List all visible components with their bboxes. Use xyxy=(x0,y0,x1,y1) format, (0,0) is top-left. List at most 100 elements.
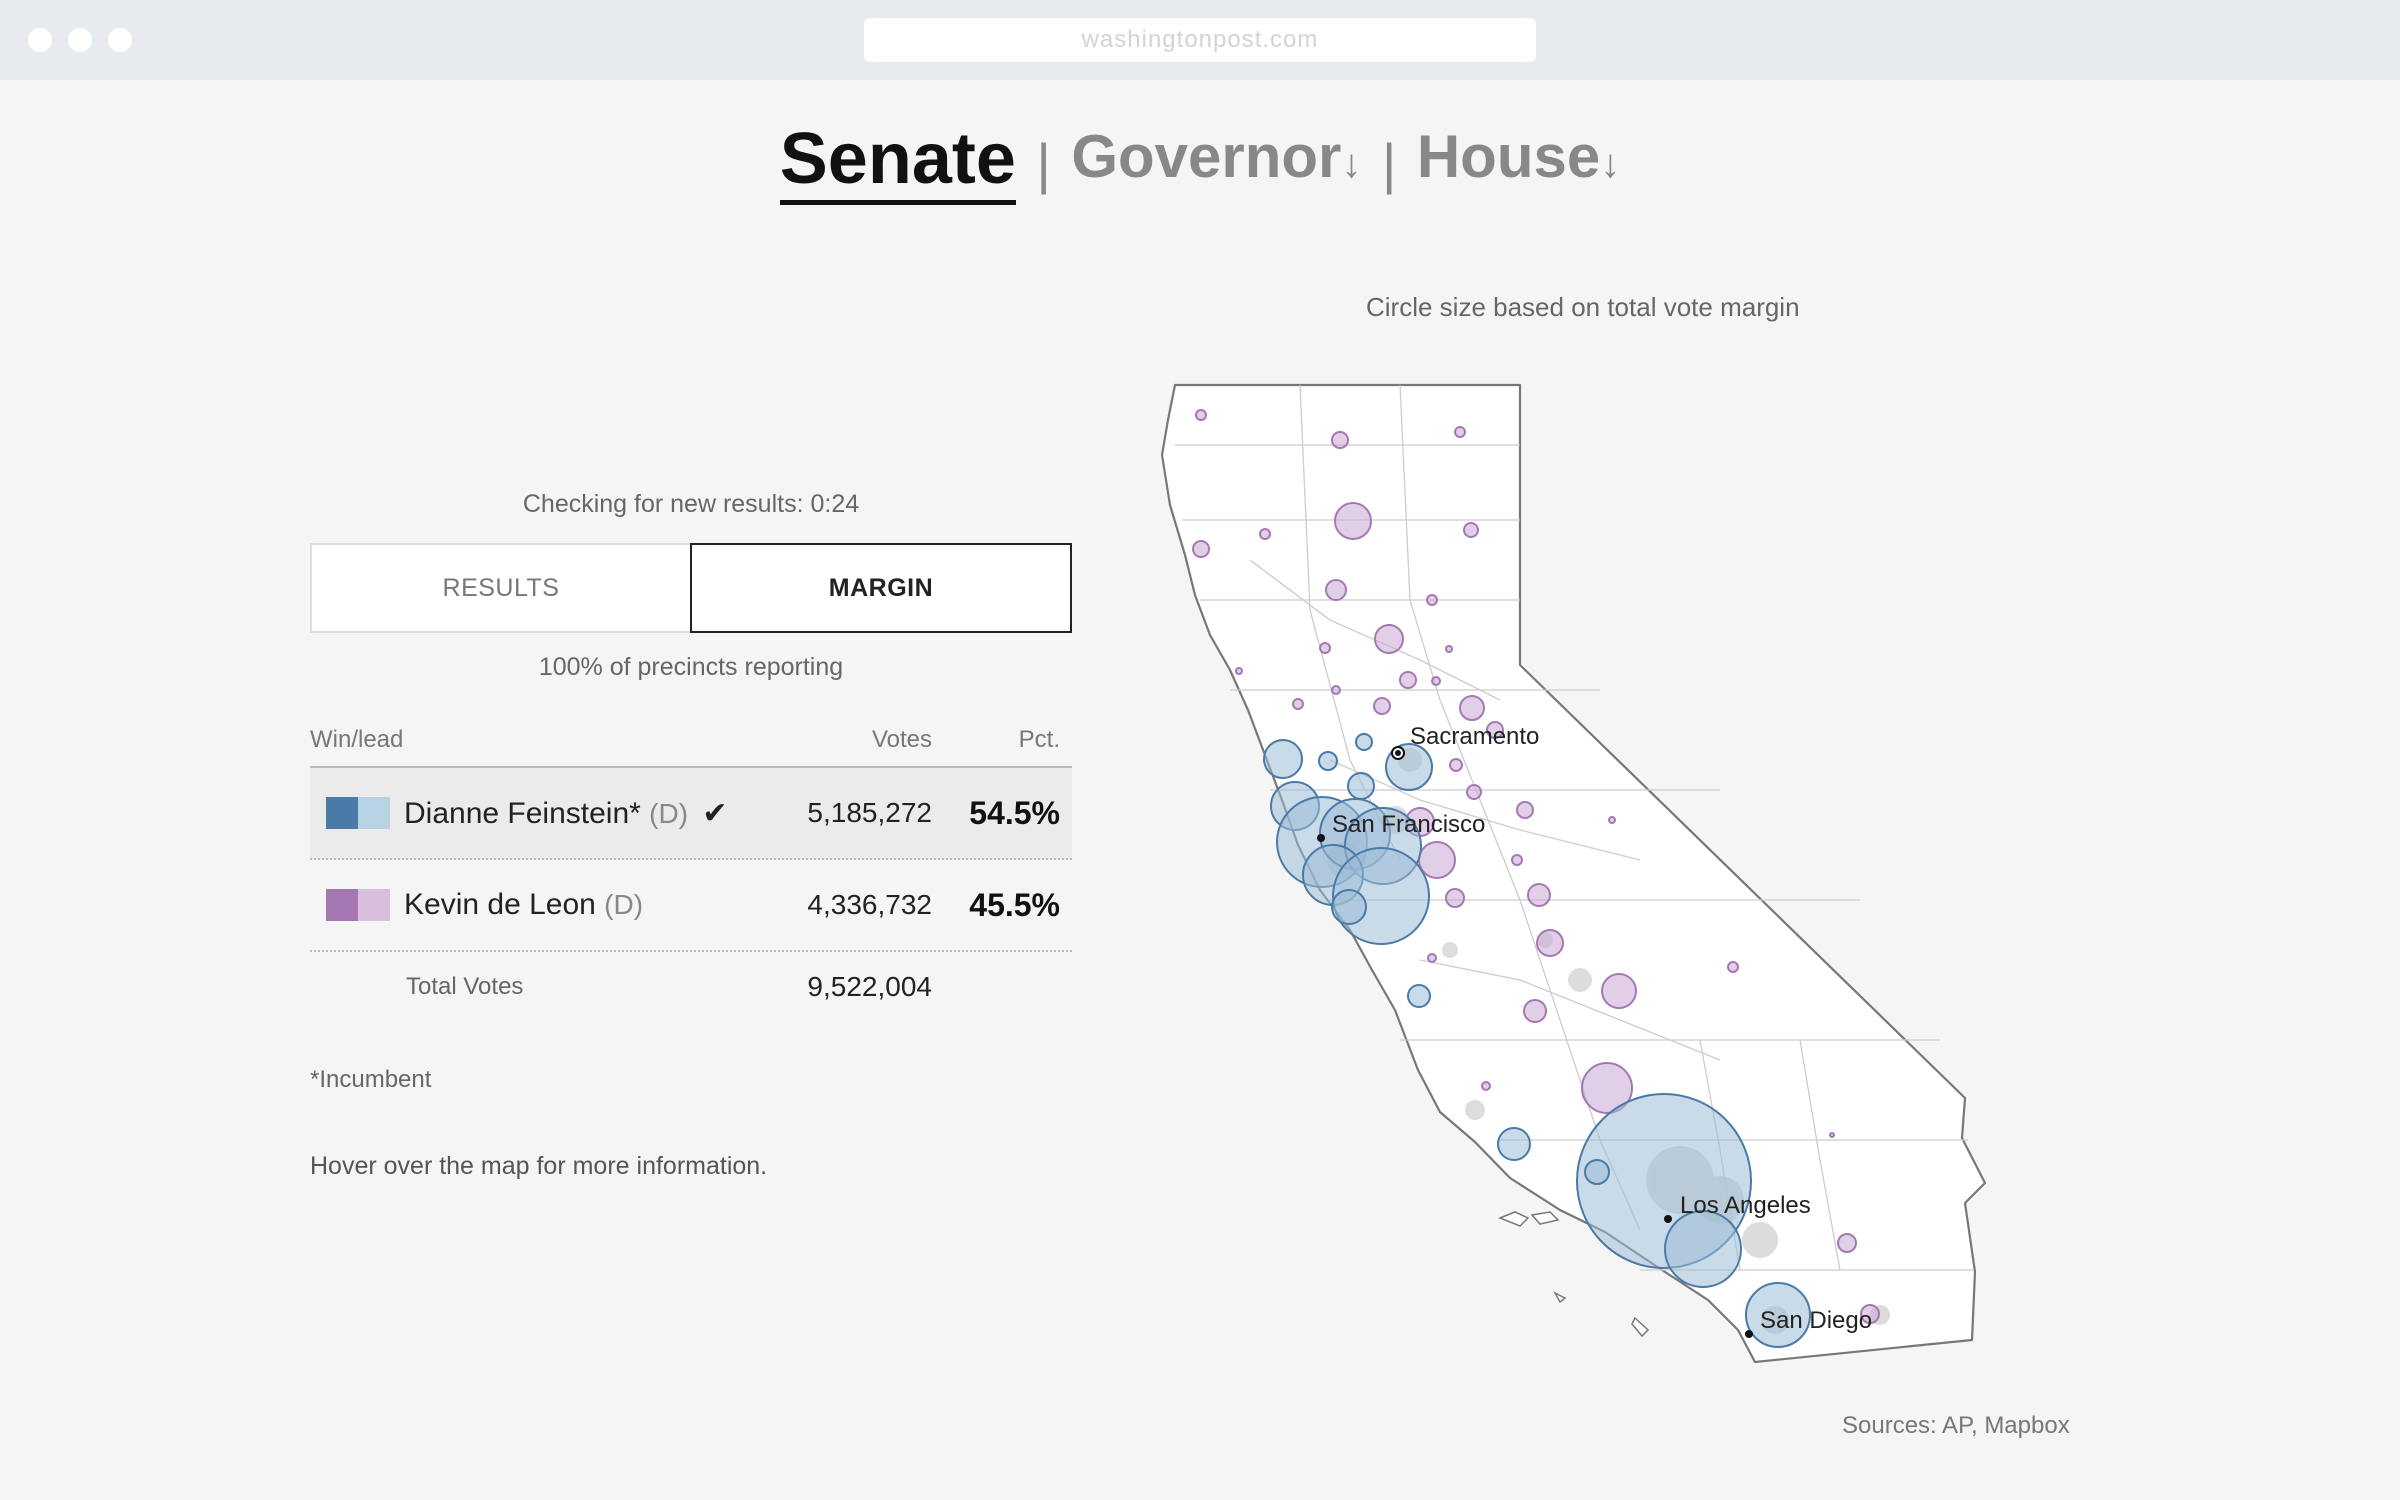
city-label-san-francisco: San Francisco xyxy=(1332,811,1485,838)
results-panel: Checking for new results: 0:24 RESULTS M… xyxy=(310,490,1072,1181)
county-circle[interactable] xyxy=(1581,1062,1633,1114)
candidate-party: (D) xyxy=(604,889,644,920)
county-circle[interactable] xyxy=(1486,721,1504,739)
total-row: Total Votes 9,522,004 xyxy=(310,952,1072,1022)
margin-toggle-button[interactable]: MARGIN xyxy=(690,543,1072,633)
header-win-lead: Win/lead xyxy=(310,726,404,753)
city-label-san-diego: San Diego xyxy=(1760,1307,1872,1334)
county-circle[interactable] xyxy=(1292,698,1304,710)
total-votes-value: 9,522,004 xyxy=(807,971,932,1002)
county-circle[interactable] xyxy=(1463,522,1479,538)
county-circle[interactable] xyxy=(1454,426,1466,438)
county-circle[interactable] xyxy=(1727,961,1739,973)
header-pct: Pct. xyxy=(1018,726,1060,753)
tab-governor-label: Governor xyxy=(1071,123,1342,190)
window-minimize-dot[interactable] xyxy=(68,28,92,52)
tab-house[interactable]: House↓ xyxy=(1417,116,1620,205)
candidate-name-cell: Dianne Feinstein* (D) ✔ xyxy=(404,796,742,831)
county-circle[interactable] xyxy=(1373,697,1391,715)
county-circle[interactable] xyxy=(1527,883,1551,907)
county-circle[interactable] xyxy=(1399,671,1417,689)
county-circle[interactable] xyxy=(1466,784,1482,800)
sources-credit: Sources: AP, Mapbox xyxy=(1842,1412,2070,1439)
swatch-light xyxy=(358,889,390,921)
county-circle[interactable] xyxy=(1331,431,1349,449)
county-circle[interactable] xyxy=(1459,695,1485,721)
candidate-name: Dianne Feinstein* xyxy=(404,796,641,830)
county-circle[interactable] xyxy=(1355,733,1373,751)
county-circle[interactable] xyxy=(1319,642,1331,654)
table-header: Win/lead Votes Pct. xyxy=(310,726,1072,768)
county-circle[interactable] xyxy=(1584,1159,1610,1185)
color-swatch xyxy=(326,797,390,829)
county-circle[interactable] xyxy=(1664,1210,1742,1288)
city-label-los-angeles: Los Angeles xyxy=(1680,1192,1811,1219)
county-circle[interactable] xyxy=(1536,929,1564,957)
county-circle[interactable] xyxy=(1497,1127,1531,1161)
candidate-pct: 54.5% xyxy=(969,794,1060,831)
candidate-name: Kevin de Leon xyxy=(404,888,596,921)
county-circle[interactable] xyxy=(1331,685,1341,695)
county-circle[interactable] xyxy=(1837,1233,1857,1253)
county-circle[interactable] xyxy=(1745,1282,1811,1348)
color-swatch xyxy=(326,889,390,921)
county-circle[interactable] xyxy=(1347,772,1375,800)
county-circle[interactable] xyxy=(1511,854,1523,866)
county-circle[interactable] xyxy=(1426,594,1438,606)
tab-separator: | xyxy=(1036,132,1051,195)
browser-toolbar: washingtonpost.com xyxy=(0,0,2400,80)
county-circle[interactable] xyxy=(1195,409,1207,421)
county-circle[interactable] xyxy=(1481,1081,1491,1091)
hover-instruction: Hover over the map for more information. xyxy=(310,1152,768,1180)
county-circle[interactable] xyxy=(1259,528,1271,540)
results-table: Win/lead Votes Pct. Dianne Feinstein* (D… xyxy=(310,726,1072,1022)
county-circle[interactable] xyxy=(1449,758,1463,772)
county-circle[interactable] xyxy=(1318,751,1338,771)
county-circle[interactable] xyxy=(1608,816,1616,824)
candidate-party: (D) xyxy=(649,797,689,829)
county-circle[interactable] xyxy=(1427,953,1437,963)
feinstein-margin-circles[interactable] xyxy=(1263,733,1811,1348)
refresh-countdown: Checking for new results: 0:24 xyxy=(522,490,860,518)
county-circle[interactable] xyxy=(1431,676,1441,686)
candidate-row-feinstein: Dianne Feinstein* (D) ✔ 5,185,272 54.5% xyxy=(310,768,1072,860)
tab-house-label: House xyxy=(1416,123,1601,190)
results-toggle-button[interactable]: RESULTS xyxy=(310,543,690,633)
city-dot xyxy=(1745,1330,1753,1338)
county-circle[interactable] xyxy=(1235,667,1243,675)
county-circle[interactable] xyxy=(1418,841,1456,879)
window-close-dot[interactable] xyxy=(28,28,52,52)
map-caption: Circle size based on total vote margin xyxy=(1366,292,1800,322)
tab-governor[interactable]: Governor↓ xyxy=(1071,116,1361,205)
incumbent-footnote: *Incumbent xyxy=(310,1066,432,1093)
county-circle[interactable] xyxy=(1445,645,1453,653)
view-toggle: RESULTS MARGIN xyxy=(310,543,1072,633)
de-leon-margin-circles[interactable] xyxy=(1192,409,1880,1324)
window-maximize-dot[interactable] xyxy=(108,28,132,52)
county-circle[interactable] xyxy=(1407,984,1431,1008)
county-circle[interactable] xyxy=(1325,579,1347,601)
county-circle[interactable] xyxy=(1331,889,1367,925)
city-dot xyxy=(1395,750,1401,756)
county-circle[interactable] xyxy=(1601,973,1637,1009)
county-circle[interactable] xyxy=(1334,502,1372,540)
total-votes-label: Total Votes xyxy=(406,973,524,1000)
county-circle[interactable] xyxy=(1523,999,1547,1023)
county-circle[interactable] xyxy=(1516,801,1534,819)
checkmark-icon: ✔ xyxy=(702,796,728,830)
candidate-row-de-leon: Kevin de Leon (D) 4,336,732 45.5% xyxy=(310,860,1072,952)
channel-islands xyxy=(1497,1211,1650,1338)
city-label-sacramento: Sacramento xyxy=(1410,723,1539,750)
address-bar[interactable]: washingtonpost.com xyxy=(864,18,1536,62)
county-circle[interactable] xyxy=(1860,1304,1880,1324)
county-circle[interactable] xyxy=(1263,739,1303,779)
candidate-votes: 5,185,272 xyxy=(807,797,932,828)
county-circle[interactable] xyxy=(1374,624,1404,654)
tab-senate[interactable]: Senate xyxy=(779,118,1016,205)
candidate-pct: 45.5% xyxy=(969,886,1060,923)
county-circle[interactable] xyxy=(1829,1132,1835,1138)
county-circle[interactable] xyxy=(1445,888,1465,908)
arrow-down-icon: ↓ xyxy=(1341,142,1362,186)
county-circle[interactable] xyxy=(1192,540,1210,558)
